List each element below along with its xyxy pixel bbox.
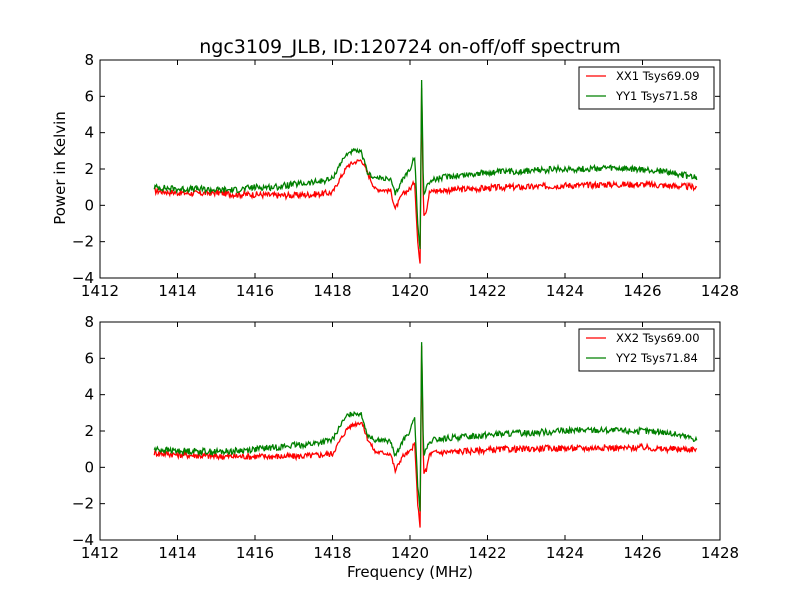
y-tick-label: −2 [72,233,94,251]
figure-title: ngc3109_JLB, ID:120724 on-off/off spectr… [199,36,621,58]
x-tick-label: 1428 [701,282,739,300]
y-tick-label: 6 [84,87,94,105]
x-tick-label: 1416 [236,544,274,562]
x-tick-label: 1416 [236,282,274,300]
y-tick-label: 2 [84,422,94,440]
x-tick-label: 1418 [313,282,351,300]
x-tick-label: 1414 [158,282,196,300]
series-line-yy2-tsys71-84 [153,342,698,512]
series-line-xx1-tsys69-09 [154,88,698,264]
y-tick-label: −4 [72,531,94,549]
y-tick-label: −4 [72,269,94,287]
legend-label: XX2 Tsys69.00 [616,331,700,345]
y-tick-label: 0 [84,458,94,476]
series-line-xx2-tsys69-00 [153,345,698,528]
x-tick-label: 1426 [623,282,661,300]
x-tick-label: 1428 [701,544,739,562]
legend-box [578,328,715,372]
top-panel: 1412 1414 1416 1418 1420 1422 1424 1426 1428 −4 −2… [72,51,739,300]
x-tick-label: 1412 [81,282,119,300]
x-tick-label: 1426 [623,544,661,562]
legend-label: YY2 Tsys71.84 [615,351,698,365]
legend-label: XX1 Tsys69.09 [616,69,700,83]
x-tick-label: 1412 [81,544,119,562]
legend-box [578,66,715,110]
x-tick-label: 1422 [468,544,506,562]
x-axis-label: Frequency (MHz) [347,563,473,581]
y-tick-label: 8 [84,313,94,331]
bottom-panel: 1412 1414 1416 1418 1420 1422 1424 1426 1428 −4 −2… [72,313,739,562]
y-tick-label: 0 [84,196,94,214]
y-tick-label: 2 [84,160,94,178]
x-tick-label: 1420 [391,544,429,562]
y-tick-label: 6 [84,349,94,367]
y-tick-label: 8 [84,51,94,69]
x-tick-label: 1420 [391,282,429,300]
y-tick-label: 4 [84,386,94,404]
legend: XX1 Tsys69.09 YY1 Tsys71.58 [578,66,715,110]
x-tick-label: 1418 [313,544,351,562]
x-tick-label: 1424 [546,282,584,300]
y-tick-label: −2 [72,495,94,513]
x-tick-label: 1422 [468,282,506,300]
legend: XX2 Tsys69.00 YY2 Tsys71.84 [578,328,715,372]
x-tick-label: 1414 [158,544,196,562]
series-line-yy1-tsys71-58 [153,79,698,250]
legend-label: YY1 Tsys71.58 [615,89,698,103]
x-tick-label: 1424 [546,544,584,562]
y-axis-label: Power in Kelvin [51,111,69,225]
y-tick-label: 4 [84,124,94,142]
